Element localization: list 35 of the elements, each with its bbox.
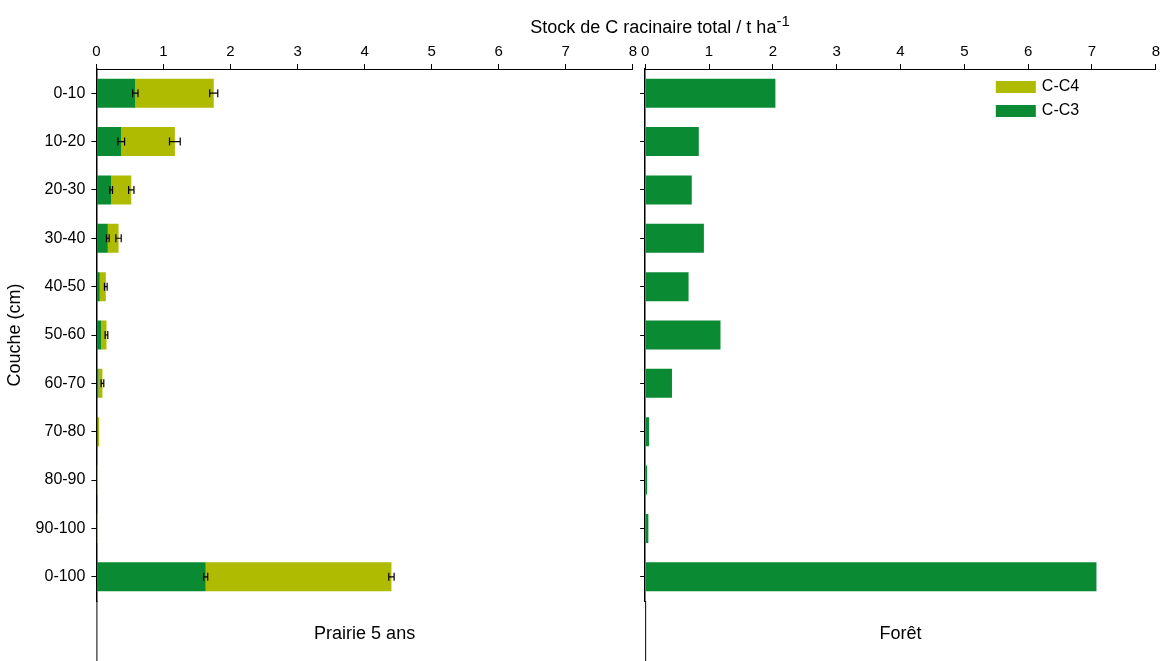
y-tick-label: 70-80 [44,422,86,440]
x-tick-label: 7 [561,42,570,60]
y-tick-label: 30-40 [44,228,86,246]
x-tick-label: 4 [896,42,905,60]
x-tick-label: 3 [832,42,841,60]
y-axis-title: Couche (cm) [3,283,24,387]
x-tick-label: 6 [1023,42,1033,60]
x-tick-label: 1 [159,42,168,60]
y-tick-label: 60-70 [44,373,86,391]
x-tick-label: 1 [704,42,714,60]
y-tick-label: 80-90 [44,470,86,488]
x-tick-label: 5 [960,42,969,60]
x-tick-label: 7 [1087,42,1097,60]
y-tick-label: 0-10 [53,83,86,101]
y-tick-label: 10-20 [44,131,86,149]
legend-label: C-C4 [1041,77,1080,95]
x-axis-title: Stock de C racinaire total / t ha$^{-1}$ [529,12,791,38]
x-tick-label: 4 [360,42,369,60]
y-tick-label: 20-30 [44,180,86,198]
legend-label: C-C3 [1041,101,1080,119]
x-tick-label: 0 [92,42,101,60]
text: Forêt [879,622,922,643]
x-tick-label: 2 [226,42,235,60]
x-tick-label: 8 [1151,42,1160,60]
y-tick-label: 90-100 [35,518,86,536]
y-tick-label: 50-60 [44,325,86,343]
x-tick-label: 5 [427,42,436,60]
y-tick-label: 0-100 [44,567,86,585]
x-tick-label: 8 [628,42,637,60]
x-tick-label: 6 [494,42,503,60]
x-tick-label: 2 [768,42,778,60]
x-tick-label: 0 [641,42,650,60]
text: Prairie 5 ans [314,622,416,643]
x-tick-label: 3 [293,42,302,60]
y-tick-label: 40-50 [44,277,86,295]
